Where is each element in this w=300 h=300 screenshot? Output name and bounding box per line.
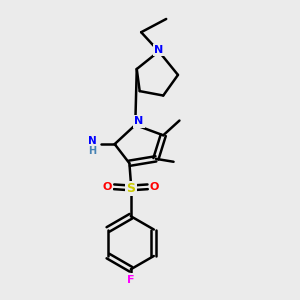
Text: N: N	[134, 116, 143, 126]
Text: N: N	[88, 136, 97, 146]
Text: N: N	[154, 45, 164, 55]
Text: O: O	[103, 182, 112, 192]
Text: S: S	[126, 182, 135, 195]
Text: F: F	[127, 274, 135, 285]
Text: H: H	[88, 146, 97, 156]
Text: O: O	[150, 182, 159, 192]
